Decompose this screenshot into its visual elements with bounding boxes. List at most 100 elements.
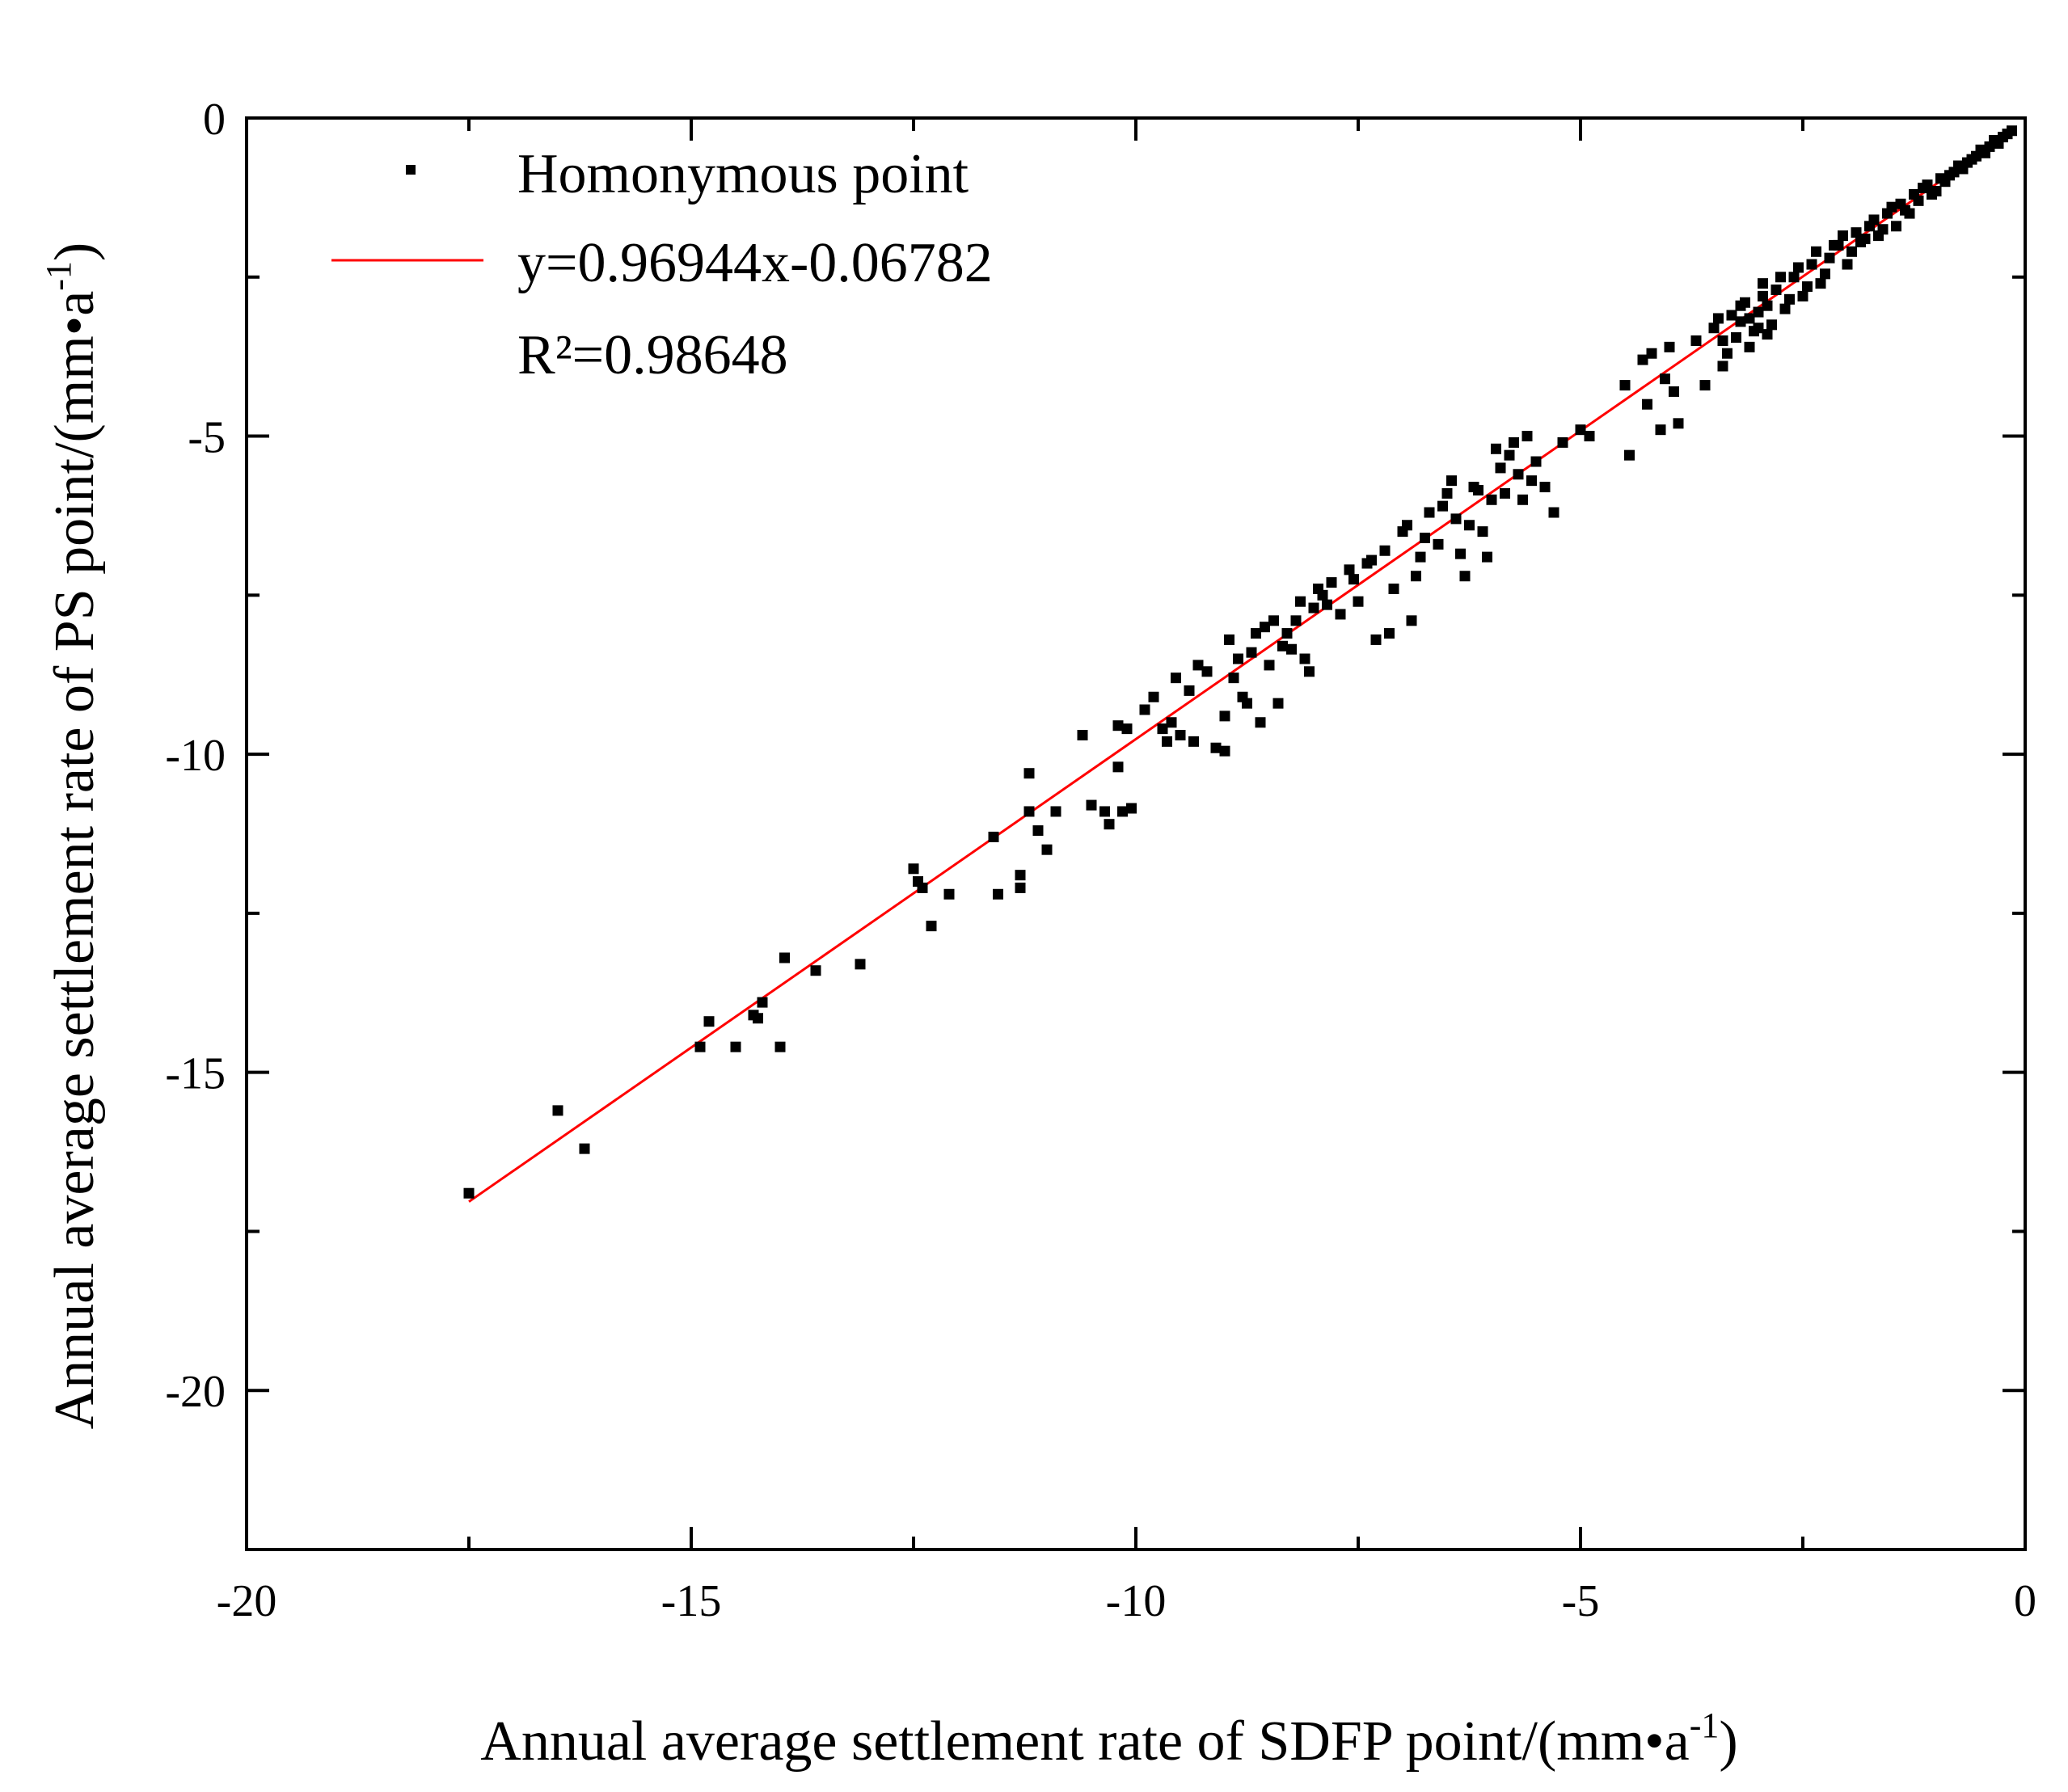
data-point bbox=[1753, 323, 1764, 334]
y-tick-label: -20 bbox=[165, 1367, 226, 1417]
data-point bbox=[703, 1016, 715, 1027]
data-point bbox=[1086, 799, 1097, 811]
data-point bbox=[1121, 723, 1133, 735]
data-point bbox=[1513, 469, 1524, 480]
data-point bbox=[1708, 323, 1720, 334]
axis-ticks bbox=[245, 116, 2027, 1551]
data-point bbox=[552, 1105, 563, 1116]
data-point bbox=[1873, 230, 1884, 242]
data-point bbox=[1348, 574, 1359, 585]
x-axis-title-superscript: -1 bbox=[1690, 1706, 1720, 1745]
data-point bbox=[1023, 806, 1035, 817]
legend-r2-label: R²=0.98648 bbox=[517, 324, 788, 386]
data-point bbox=[1251, 628, 1261, 639]
data-point bbox=[1299, 653, 1310, 664]
data-point bbox=[1838, 230, 1848, 242]
data-point bbox=[1521, 431, 1533, 442]
legend-point-marker bbox=[406, 165, 416, 175]
data-point bbox=[1824, 252, 1835, 264]
data-point bbox=[1660, 373, 1670, 385]
data-point bbox=[1482, 551, 1492, 563]
data-point bbox=[757, 997, 768, 1008]
data-point bbox=[2007, 125, 2017, 137]
data-point bbox=[1788, 272, 1800, 283]
x-tick-label: -10 bbox=[1106, 1576, 1167, 1626]
data-point bbox=[1184, 685, 1195, 696]
data-point bbox=[1913, 195, 1924, 206]
data-point bbox=[1500, 487, 1510, 499]
data-point bbox=[1219, 710, 1230, 722]
data-point bbox=[1690, 335, 1702, 346]
data-point bbox=[1539, 482, 1551, 493]
data-point bbox=[1619, 380, 1631, 391]
data-point bbox=[1041, 844, 1053, 855]
data-point bbox=[1032, 825, 1044, 837]
data-point bbox=[1504, 449, 1515, 461]
data-point bbox=[1495, 462, 1506, 474]
data-point bbox=[1842, 259, 1853, 270]
data-point bbox=[1304, 666, 1315, 677]
data-point bbox=[1286, 643, 1297, 655]
data-point bbox=[1366, 554, 1377, 566]
data-point bbox=[1415, 551, 1426, 563]
data-point bbox=[1420, 532, 1430, 543]
data-point bbox=[1820, 268, 1830, 280]
data-point bbox=[1744, 313, 1755, 324]
x-tick-label: -5 bbox=[1562, 1576, 1600, 1626]
data-point bbox=[1486, 494, 1497, 505]
data-point bbox=[1797, 290, 1808, 301]
data-point bbox=[1731, 332, 1741, 344]
data-point bbox=[1175, 729, 1186, 740]
x-axis-title-end: ) bbox=[1719, 1710, 1737, 1773]
data-point bbox=[1811, 246, 1821, 257]
data-point bbox=[1806, 259, 1817, 270]
data-point bbox=[1139, 704, 1150, 715]
data-point bbox=[917, 882, 928, 893]
data-point bbox=[1758, 290, 1768, 301]
data-point bbox=[1891, 221, 1901, 232]
data-point bbox=[1530, 456, 1542, 467]
data-point bbox=[1855, 236, 1866, 247]
data-point bbox=[1802, 281, 1813, 293]
data-point bbox=[1411, 571, 1421, 582]
data-point bbox=[1308, 602, 1319, 613]
data-point bbox=[1446, 475, 1457, 487]
data-point bbox=[810, 965, 821, 976]
data-point bbox=[926, 921, 937, 932]
data-points bbox=[463, 125, 2017, 1199]
data-point bbox=[1242, 698, 1252, 709]
data-point bbox=[1726, 310, 1737, 321]
data-point bbox=[753, 1013, 763, 1024]
data-point bbox=[1775, 272, 1786, 283]
data-point bbox=[1210, 742, 1222, 753]
y-tick-label: 0 bbox=[203, 95, 226, 145]
data-point bbox=[1112, 761, 1124, 773]
data-point bbox=[1424, 507, 1435, 518]
data-point bbox=[1255, 717, 1266, 728]
data-point bbox=[774, 1041, 786, 1052]
data-point bbox=[463, 1187, 475, 1199]
data-point bbox=[943, 888, 955, 900]
data-point bbox=[1157, 723, 1168, 735]
legend: Homonymous point y=0.96944x-0.06782 R²=0… bbox=[331, 143, 993, 386]
tick-labels: -20 -15 -10 -5 0 0 -5 -10 -15 -20 bbox=[165, 95, 2036, 1626]
data-point bbox=[988, 831, 999, 842]
data-point bbox=[1882, 208, 1893, 219]
y-tick-label: -10 bbox=[165, 731, 226, 781]
data-point bbox=[1260, 622, 1270, 633]
data-point bbox=[1962, 157, 1973, 168]
data-point bbox=[1277, 640, 1288, 651]
data-point bbox=[1188, 736, 1199, 747]
y-tick-label: -5 bbox=[188, 413, 226, 463]
data-point bbox=[1851, 227, 1862, 238]
data-point bbox=[993, 888, 1003, 900]
data-point bbox=[1815, 278, 1826, 289]
data-point bbox=[1192, 660, 1204, 671]
x-tick-label: -15 bbox=[661, 1576, 722, 1626]
y-axis-title: Annual average settlement rate of PS poi… bbox=[39, 242, 106, 1430]
legend-fit-label: y=0.96944x-0.06782 bbox=[517, 232, 993, 294]
data-point bbox=[1353, 596, 1364, 607]
data-point bbox=[1624, 449, 1635, 461]
data-point bbox=[1864, 221, 1875, 232]
